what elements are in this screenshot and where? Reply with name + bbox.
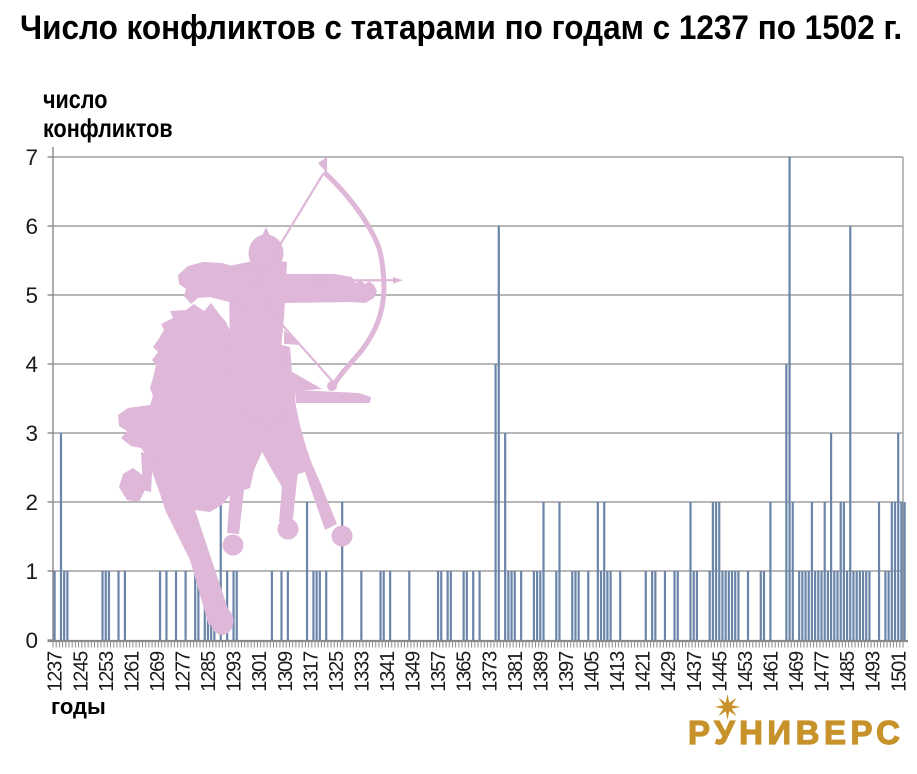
svg-text:1493: 1493 [863, 651, 885, 692]
svg-text:5: 5 [25, 283, 38, 308]
svg-text:0: 0 [25, 628, 38, 653]
svg-text:1285: 1285 [198, 651, 220, 692]
svg-text:1389: 1389 [530, 651, 552, 692]
svg-text:1349: 1349 [403, 651, 425, 692]
svg-text:4: 4 [25, 352, 38, 377]
svg-text:1341: 1341 [377, 651, 399, 692]
svg-text:1301: 1301 [249, 651, 271, 692]
svg-text:1461: 1461 [760, 651, 782, 692]
svg-text:1485: 1485 [837, 651, 859, 692]
svg-text:1309: 1309 [275, 651, 297, 692]
svg-text:1253: 1253 [96, 651, 118, 692]
svg-text:1421: 1421 [633, 651, 655, 692]
svg-text:1429: 1429 [658, 651, 680, 692]
svg-text:1501: 1501 [888, 651, 910, 692]
svg-text:1405: 1405 [582, 651, 604, 692]
svg-text:1357: 1357 [428, 651, 450, 692]
svg-text:1277: 1277 [173, 651, 195, 692]
svg-text:РУНИВЕРС: РУНИВЕРС [688, 714, 905, 751]
svg-text:1245: 1245 [70, 651, 92, 692]
svg-text:1365: 1365 [454, 651, 476, 692]
svg-text:1445: 1445 [709, 651, 731, 692]
svg-text:1333: 1333 [351, 651, 373, 692]
svg-text:1325: 1325 [326, 651, 348, 692]
svg-text:3: 3 [25, 421, 38, 446]
svg-text:1437: 1437 [684, 651, 706, 692]
svg-text:1477: 1477 [812, 651, 834, 692]
svg-text:1453: 1453 [735, 651, 757, 692]
svg-text:2: 2 [25, 490, 38, 515]
svg-text:1269: 1269 [147, 651, 169, 692]
svg-text:1373: 1373 [479, 651, 501, 692]
svg-text:1413: 1413 [607, 651, 629, 692]
svg-text:6: 6 [25, 214, 38, 239]
svg-text:1381: 1381 [505, 651, 527, 692]
svg-text:1293: 1293 [224, 651, 246, 692]
svg-text:7: 7 [25, 145, 38, 170]
svg-text:1237: 1237 [45, 651, 67, 692]
svg-text:1397: 1397 [556, 651, 578, 692]
svg-text:1317: 1317 [300, 651, 322, 692]
svg-text:1: 1 [25, 559, 38, 584]
svg-text:1261: 1261 [121, 651, 143, 692]
svg-text:1469: 1469 [786, 651, 808, 692]
